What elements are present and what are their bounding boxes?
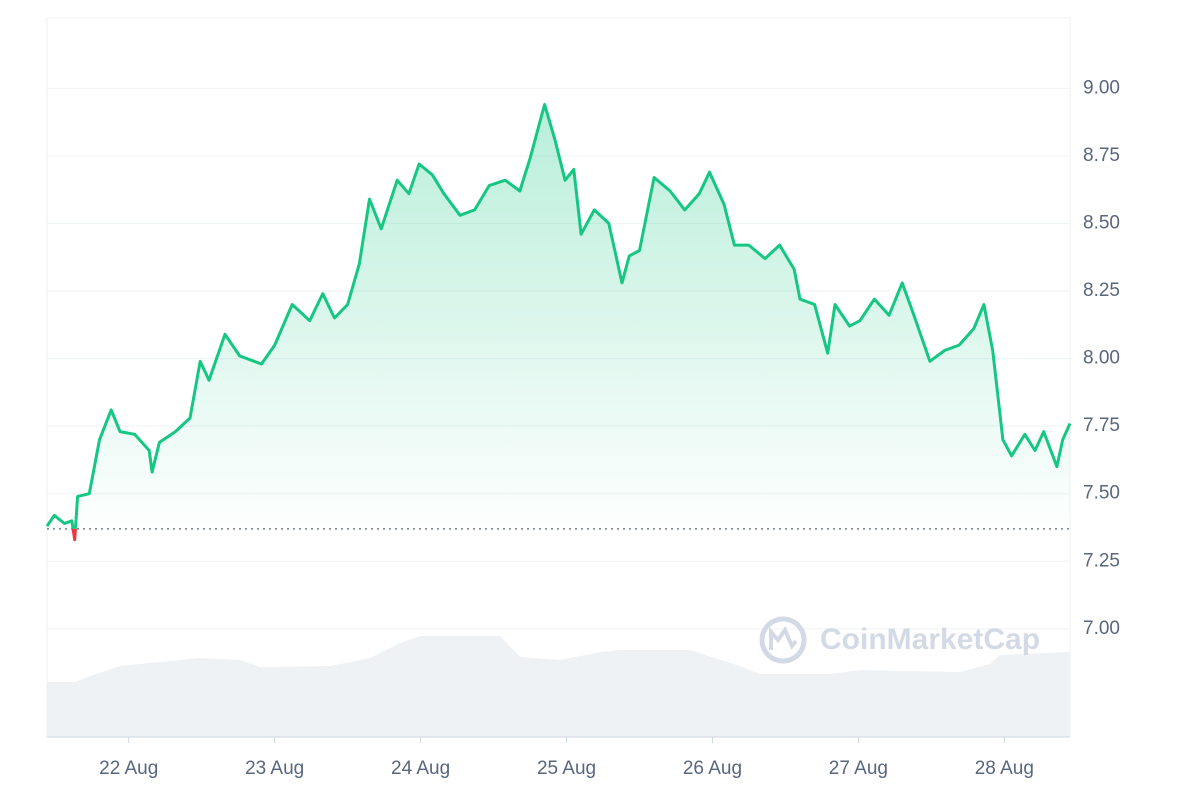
- x-tick-label: 26 Aug: [683, 758, 742, 779]
- y-tick-label: 8.00: [1083, 348, 1120, 369]
- y-tick-label: 9.00: [1083, 77, 1120, 98]
- x-tick-label: 28 Aug: [975, 758, 1034, 779]
- x-tick-label: 22 Aug: [99, 758, 158, 779]
- x-tick-label: 27 Aug: [829, 758, 888, 779]
- price-area: [47, 104, 1070, 529]
- watermark-text: CoinMarketCap: [820, 623, 1040, 656]
- y-tick-label: 7.25: [1083, 550, 1120, 571]
- x-tick-label: 23 Aug: [245, 758, 304, 779]
- y-tick-label: 8.50: [1083, 212, 1120, 233]
- watermark: CoinMarketCap: [759, 616, 1040, 664]
- x-tick-label: 25 Aug: [537, 758, 596, 779]
- y-tick-label: 7.50: [1083, 483, 1120, 504]
- price-line: [45, 103, 1072, 529]
- y-tick-label: 8.25: [1083, 280, 1120, 301]
- y-tick-label: 7.75: [1083, 415, 1120, 436]
- volume-area: [47, 636, 1070, 737]
- x-tick-label: 24 Aug: [391, 758, 450, 779]
- y-tick-label: 7.00: [1083, 618, 1120, 639]
- y-tick-label: 8.75: [1083, 145, 1120, 166]
